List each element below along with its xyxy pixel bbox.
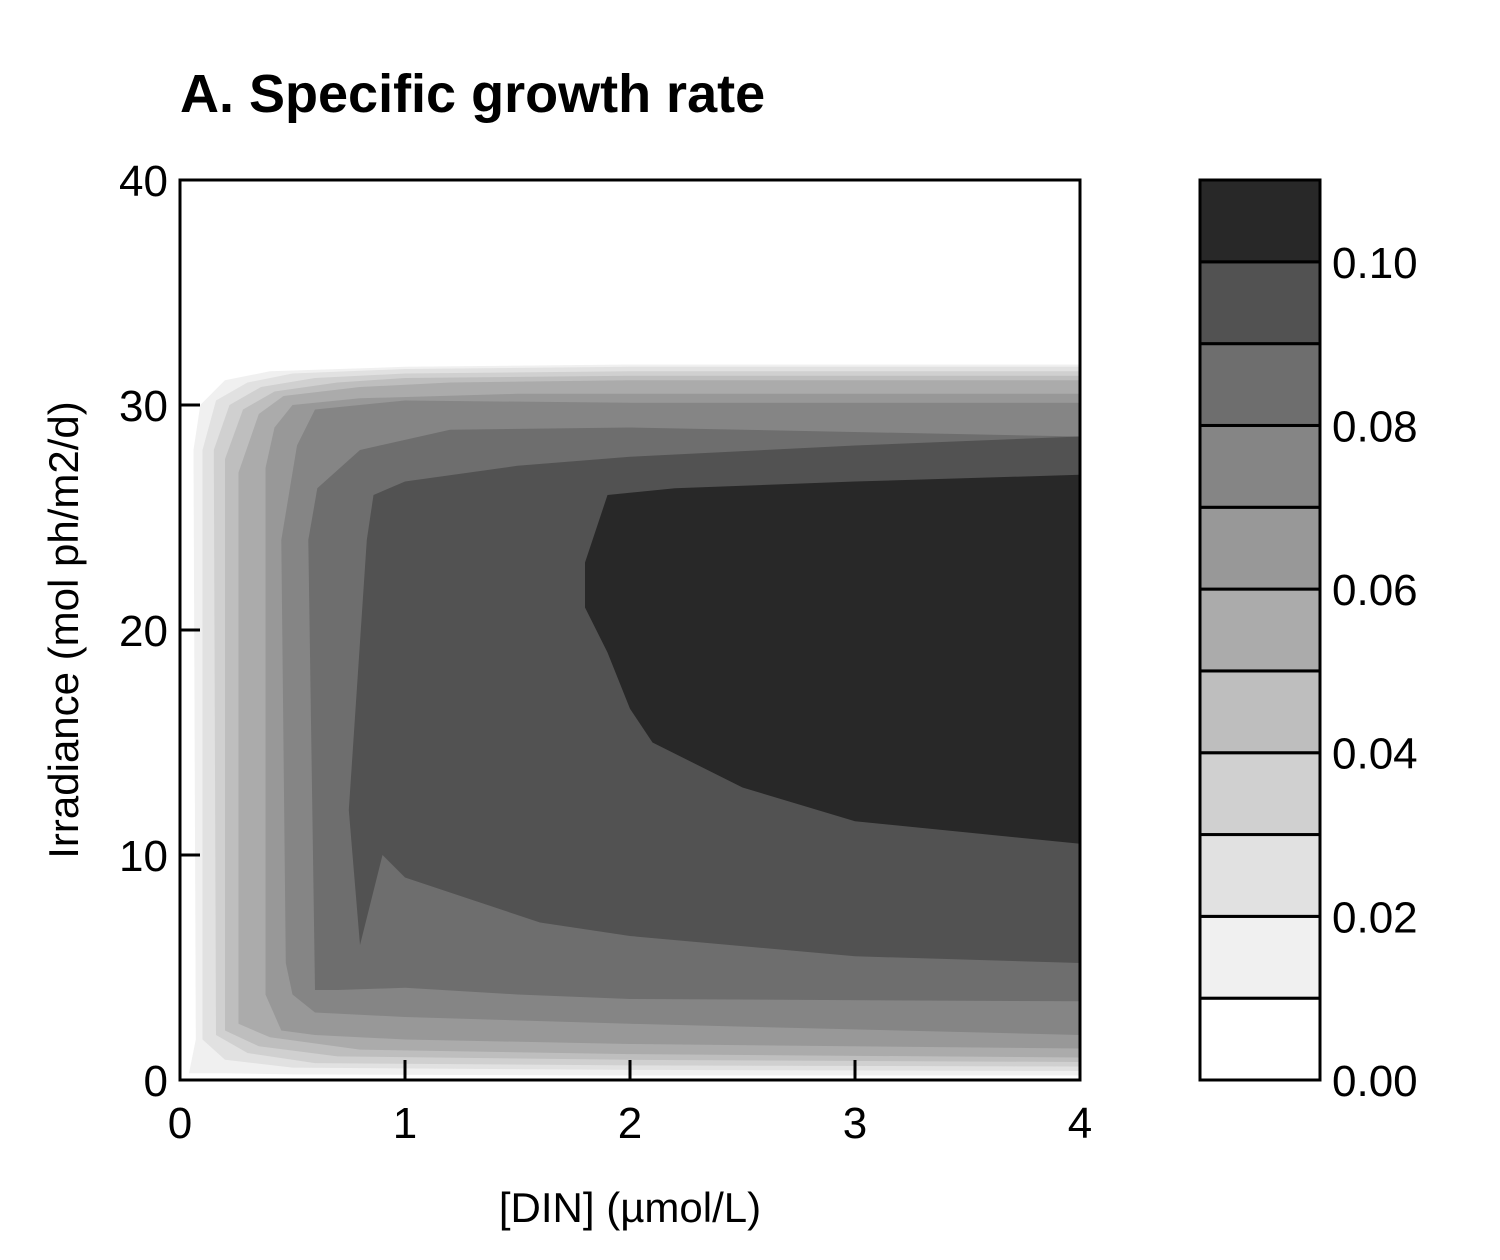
colorbar-band [1198, 996, 1322, 1082]
x-tick-label: 1 [393, 1099, 417, 1148]
colorbar-band [1198, 505, 1322, 591]
colorbar-tick-label: 0.10 [1332, 239, 1418, 288]
colorbar-tick-label: 0.06 [1332, 566, 1418, 615]
y-tick-label: 0 [144, 1057, 168, 1106]
x-axis-label: [DIN] (µmol/L) [499, 1184, 761, 1231]
colorbar-band [1198, 178, 1322, 264]
chart-title: A. Specific growth rate [180, 64, 765, 124]
colorbar-band [1198, 342, 1322, 427]
y-axis: 0 10 20 30 40 [119, 157, 200, 1106]
colorbar-band [1198, 751, 1322, 837]
colorbar-tick-label: 0.08 [1332, 402, 1418, 451]
colorbar-band [1198, 587, 1322, 673]
colorbar-tick-label: 0.00 [1332, 1057, 1418, 1106]
y-tick-label: 20 [119, 607, 168, 656]
x-tick-label: 3 [843, 1099, 867, 1148]
y-tick-label: 40 [119, 157, 168, 206]
colorbar-band [1198, 423, 1322, 509]
y-tick-label: 30 [119, 382, 168, 431]
y-tick-label: 10 [119, 832, 168, 881]
colorbar-frame [1198, 178, 1322, 1082]
y-axis-label: Irradiance (mol ph/m2/d) [40, 401, 87, 859]
colorbar: 0.00 0.02 0.04 0.06 0.08 0.10 [1198, 178, 1418, 1106]
colorbar-band [1198, 914, 1322, 1000]
colorbar-tick-label: 0.04 [1332, 730, 1418, 779]
colorbar-band [1198, 669, 1322, 755]
colorbar-band [1198, 260, 1322, 346]
contour-layer [189, 364, 1080, 1076]
contour-region-0.10 [585, 474, 1080, 844]
x-tick-label: 2 [618, 1099, 642, 1148]
x-tick-label: 4 [1068, 1099, 1092, 1148]
x-axis: 0 1 2 3 4 [168, 1060, 1092, 1148]
colorbar-tick-label: 0.02 [1332, 893, 1418, 942]
x-tick-label: 0 [168, 1099, 192, 1148]
colorbar-band [1198, 833, 1322, 918]
plot-area [178, 178, 1082, 1082]
